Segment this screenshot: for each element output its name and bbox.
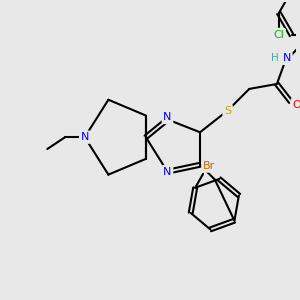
Text: N: N [163,167,172,177]
Text: H: H [271,53,279,63]
Text: S: S [224,106,231,116]
Text: O: O [292,100,300,110]
Text: Cl: Cl [273,30,284,40]
Text: N: N [163,112,172,122]
Text: N: N [283,53,291,63]
Text: N: N [81,132,89,142]
Text: Br: Br [203,161,215,171]
